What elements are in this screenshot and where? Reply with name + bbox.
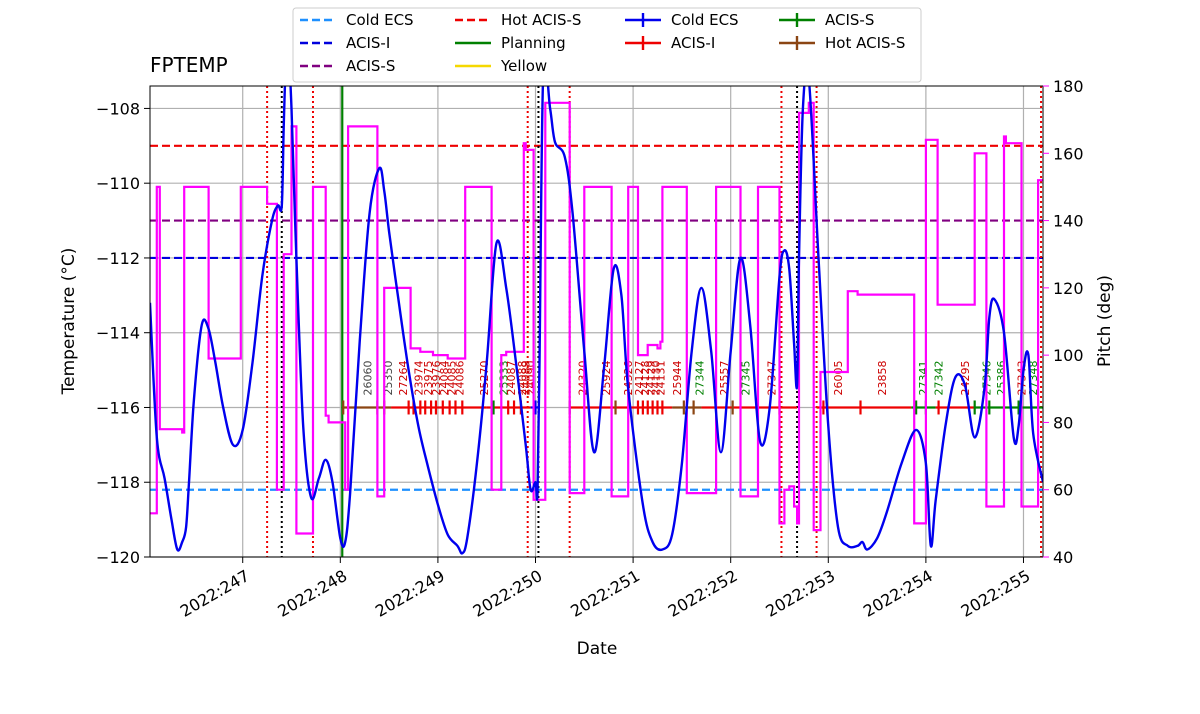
- y2-axis-ticks: 40 60 80 100 120 140 160 180: [1043, 77, 1084, 567]
- obsid-label: 24084: [438, 360, 451, 395]
- obsid-label: 27345: [739, 360, 752, 395]
- x-tick-label: 2022:248: [274, 566, 350, 621]
- instrument-states: [342, 400, 1043, 415]
- legend-label: Planning: [501, 34, 566, 52]
- obsid-label: 24131: [654, 360, 667, 395]
- obsid-label: 24127: [633, 360, 646, 395]
- x-tick-label: 2022:247: [177, 566, 253, 621]
- obsid-label: 25386: [995, 360, 1008, 395]
- x-tick-label: 2022:255: [958, 566, 1034, 621]
- x-tick-label: 2022:250: [470, 566, 546, 621]
- legend-label: Cold ECS: [346, 11, 414, 29]
- y-tick-label: −112: [96, 249, 140, 268]
- obsid-label: 24086: [453, 360, 466, 395]
- x-tick-label: 2022:252: [665, 566, 741, 621]
- legend-label: ACIS-S: [825, 11, 874, 29]
- legend-label: Cold ECS: [671, 11, 739, 29]
- legend-label: ACIS-S: [346, 57, 395, 75]
- y2-axis-title: Pitch (deg): [1095, 275, 1115, 367]
- y-tick-label: −116: [96, 398, 140, 417]
- obsid-label: 27264: [397, 360, 410, 395]
- chart-title: FPTEMP: [150, 53, 228, 77]
- x-axis-ticks: 2022:247 2022:248 2022:249 2022:250 2022:251…: [177, 557, 1034, 621]
- x-tick-label: 2022:254: [860, 566, 936, 621]
- obsid-label: 24087: [505, 360, 518, 395]
- obsid-label: 25944: [671, 360, 684, 395]
- y-axis-title: Temperature (°C): [59, 248, 79, 396]
- obsid-label: 24090: [525, 360, 538, 395]
- legend: Cold ECS ACIS-I ACIS-S Hot ACIS-S Planning Ye…: [292, 7, 922, 83]
- y2-tick-label: 120: [1053, 279, 1084, 298]
- obsid-label: 24295: [959, 360, 972, 395]
- y-axis-ticks: −108 −110 −112 −114 −116 −118 −120: [96, 99, 150, 567]
- obsid-label: 23975: [422, 360, 435, 395]
- obsid-label: 27341: [917, 360, 930, 395]
- y2-tick-label: 160: [1053, 144, 1084, 163]
- legend-label: Yellow: [500, 57, 547, 75]
- legend-label: Hot ACIS-S: [501, 11, 581, 29]
- y-tick-label: −118: [96, 473, 140, 492]
- x-axis-title: Date: [577, 639, 618, 659]
- pitch-series: [150, 101, 1043, 535]
- y-tick-label: −120: [96, 548, 140, 567]
- legend-label: Hot ACIS-S: [825, 34, 905, 52]
- y2-tick-label: 180: [1053, 77, 1084, 96]
- legend-label: ACIS-I: [346, 34, 390, 52]
- y2-tick-label: 40: [1053, 548, 1073, 567]
- y2-tick-label: 80: [1053, 413, 1073, 432]
- y-tick-label: −110: [96, 174, 140, 193]
- obsid-label: 27344: [693, 360, 706, 395]
- degree-sign: °: [59, 266, 79, 275]
- obsid-label: 26005: [832, 360, 845, 395]
- obsid-label: 24085: [446, 360, 459, 395]
- obsid-label: 24129: [645, 360, 658, 395]
- obsid-label: 23858: [876, 360, 889, 395]
- y2-tick-label: 100: [1053, 346, 1084, 365]
- x-tick-label: 2022:249: [372, 566, 448, 621]
- y2-tick-label: 140: [1053, 212, 1084, 231]
- plot-frame: [149, 85, 1044, 558]
- pitch-line: [150, 101, 1043, 535]
- obsid-label: 24089: [520, 360, 533, 395]
- obsid-label: 26060: [362, 360, 375, 395]
- y-tick-label: −108: [96, 99, 140, 118]
- fptemp-series: [150, 86, 1043, 555]
- obsid-labels: 26060 25350 27264 2397423975239762408424085…: [362, 360, 1041, 395]
- x-tick-label: 2022:251: [567, 566, 643, 621]
- obsid-label: 23976: [430, 360, 443, 395]
- obsid-label: 27342: [933, 360, 946, 395]
- obsid-label: 23974: [412, 360, 425, 395]
- obsid-label: 24128: [639, 360, 652, 395]
- x-tick-label: 2022:253: [762, 566, 838, 621]
- fptemp-line: [150, 86, 1043, 555]
- legend-label: ACIS-I: [671, 34, 715, 52]
- y-tick-label: −114: [96, 324, 140, 343]
- legend-box: [292, 7, 922, 83]
- y2-tick-label: 60: [1053, 481, 1073, 500]
- obsid-label: 25350: [382, 360, 395, 395]
- obsid-label: 24130: [650, 360, 663, 395]
